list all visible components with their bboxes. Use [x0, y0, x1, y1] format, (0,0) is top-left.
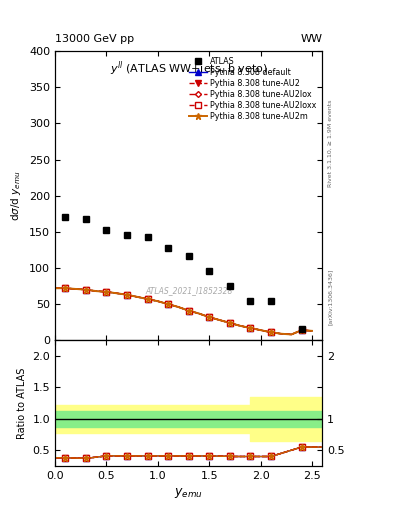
- Text: Rivet 3.1.10, ≥ 1.9M events: Rivet 3.1.10, ≥ 1.9M events: [328, 100, 333, 187]
- Text: ATLAS_2021_I1852328: ATLAS_2021_I1852328: [145, 287, 232, 295]
- Legend: ATLAS, Pythia 8.308 default, Pythia 8.308 tune-AU2, Pythia 8.308 tune-AU2lox, Py: ATLAS, Pythia 8.308 default, Pythia 8.30…: [186, 54, 320, 124]
- Y-axis label: d$\sigma$/d $y_{emu}$: d$\sigma$/d $y_{emu}$: [9, 170, 24, 221]
- Text: WW: WW: [300, 33, 322, 44]
- Text: [arXiv:1306.3436]: [arXiv:1306.3436]: [328, 269, 333, 325]
- Text: $y^{ll}$ (ATLAS WW+jets, b veto): $y^{ll}$ (ATLAS WW+jets, b veto): [110, 60, 268, 78]
- Text: 13000 GeV pp: 13000 GeV pp: [55, 33, 134, 44]
- X-axis label: $y_{emu}$: $y_{emu}$: [174, 486, 203, 500]
- Y-axis label: Ratio to ATLAS: Ratio to ATLAS: [17, 368, 27, 439]
